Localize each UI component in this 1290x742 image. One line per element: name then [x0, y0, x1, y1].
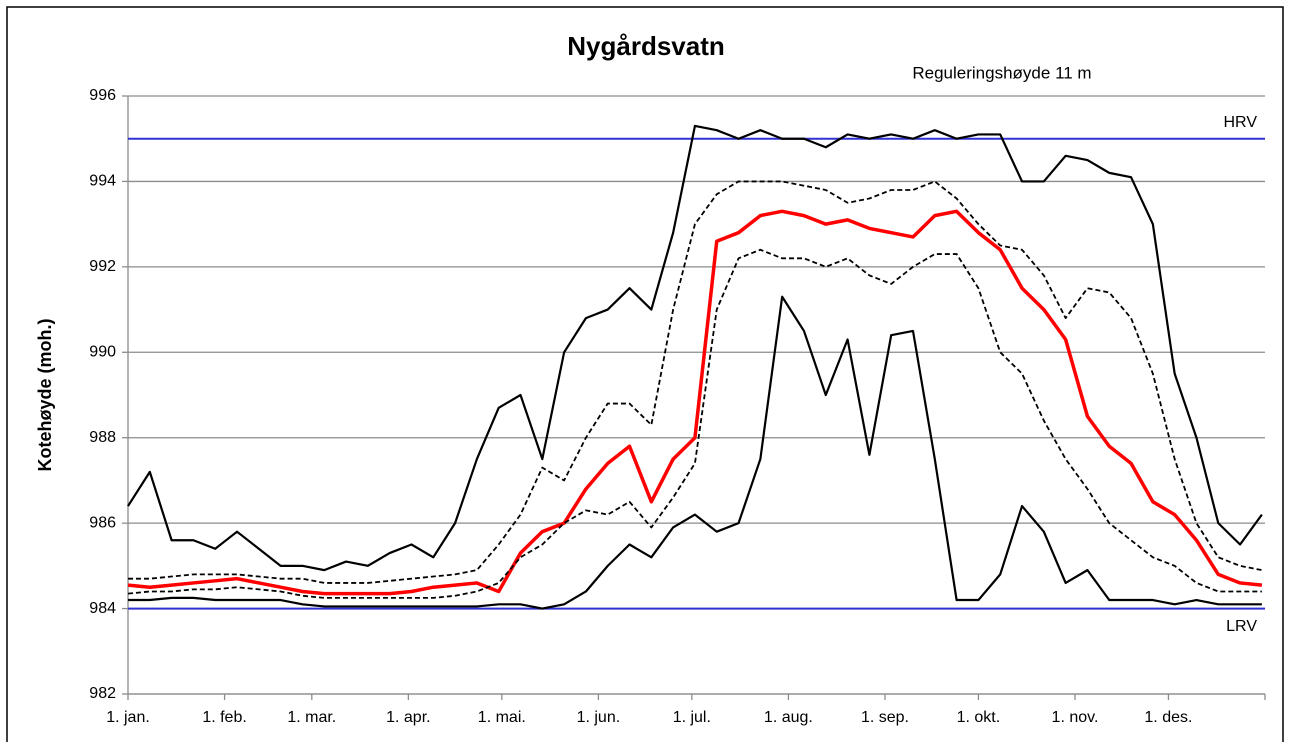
- y-tick-label: 990: [89, 344, 116, 361]
- x-tick-label: 1. apr.: [386, 709, 430, 726]
- y-tick-label: 986: [89, 514, 116, 531]
- y-tick-label: 994: [89, 173, 116, 190]
- x-tick-label: 1. nov.: [1052, 709, 1099, 726]
- x-tick-label: 1. jun.: [577, 709, 621, 726]
- chart-frame: [6, 6, 1284, 742]
- x-tick-label: 1. feb.: [202, 709, 246, 726]
- x-tick-label: 1. jul.: [673, 709, 711, 726]
- x-tick-label: 1. okt.: [957, 709, 1001, 726]
- series-line: [128, 295, 1262, 610]
- chart-title: Nygårdsvatn: [567, 31, 725, 61]
- x-tick-label: 1. mai.: [478, 709, 526, 726]
- y-tick-label: 982: [89, 685, 116, 702]
- x-tick-label: 1. jan.: [106, 709, 150, 726]
- series-line: [127, 209, 1263, 596]
- series-line: [127, 248, 1262, 599]
- y-tick-label: 984: [89, 600, 116, 617]
- reference-label: LRV: [1226, 618, 1257, 635]
- x-tick-label: 1. mar.: [287, 709, 336, 726]
- reference-label: HRV: [1224, 114, 1258, 131]
- x-tick-label: 1. des.: [1144, 709, 1192, 726]
- y-axis-label: Kotehøyde (moh.): [35, 319, 55, 472]
- series-line: [127, 124, 1263, 572]
- x-tick-label: 1. aug.: [764, 709, 813, 726]
- y-tick-label: 988: [89, 429, 116, 446]
- series-line: [128, 180, 1263, 584]
- x-tick-label: 1. sep.: [861, 709, 909, 726]
- y-tick-label: 996: [89, 87, 116, 104]
- y-tick-label: 992: [89, 258, 116, 275]
- annotation: Reguleringshøyde 11 m: [912, 63, 1091, 82]
